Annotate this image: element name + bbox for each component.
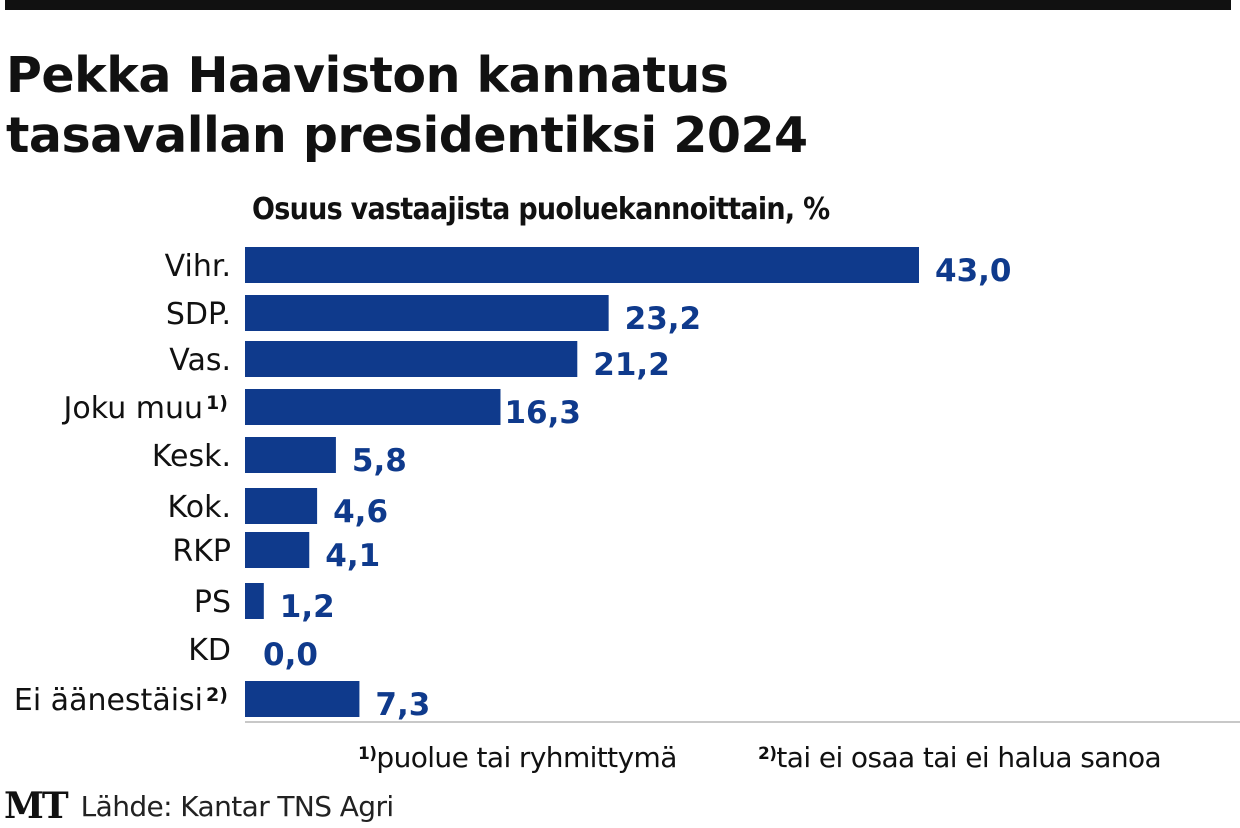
value-label-kok: 4,6 <box>333 494 388 530</box>
category-label-vas: Vas. <box>169 343 231 378</box>
category-label-kok: Kok. <box>168 490 231 525</box>
value-label-vihr: 43,0 <box>935 253 1012 289</box>
top-rule <box>5 0 1231 10</box>
footnote-1: 1)puolue tai ryhmittymä <box>358 736 677 776</box>
bars-group: Vihr. 43,0 SDP. 23,2 Vas. 21,2 Joku muu 1) 16,3 K… <box>14 247 1012 723</box>
bar-ps <box>245 583 264 619</box>
footnote-2-marker: 2) <box>758 744 777 764</box>
value-label-sdp: 23,2 <box>625 301 702 337</box>
bar-vihr <box>245 247 919 283</box>
category-label-ei-äänestäisi: Ei äänestäisi <box>14 683 203 718</box>
mt-logo: MT <box>4 785 69 827</box>
source-text: Lähde: Kantar TNS Agri <box>80 789 395 823</box>
bar-rkp <box>245 532 310 568</box>
footnote-1-text: puolue tai ryhmittymä <box>376 741 677 774</box>
value-label-ei-äänestäisi: 7,3 <box>375 687 430 723</box>
category-label-joku-muu: Joku muu <box>62 391 203 426</box>
category-label-kesk: Kesk. <box>152 439 231 474</box>
value-label-kesk: 5,8 <box>352 443 407 479</box>
value-label-ps: 1,2 <box>280 589 335 625</box>
footnote-2-text: tai ei osaa tai ei halua sanoa <box>776 741 1162 774</box>
title-line-1: Pekka Haaviston kannatus <box>6 47 729 104</box>
category-label-kd: KD <box>188 633 231 668</box>
value-label-rkp: 4,1 <box>325 538 380 574</box>
value-label-vas: 21,2 <box>593 347 670 383</box>
chart-title: Pekka Haaviston kannatus tasavallan pres… <box>6 46 808 166</box>
category-label-sdp: SDP. <box>166 297 231 332</box>
footnote-marker-ei-äänestäisi: 2) <box>206 684 228 706</box>
category-label-ps: PS <box>194 585 231 620</box>
footnote-1-marker: 1) <box>358 744 377 764</box>
bar-kok <box>245 488 318 524</box>
value-label-kd: 0,0 <box>263 637 318 673</box>
title-line-2: tasavallan presidentiksi 2024 <box>6 107 808 164</box>
bar-sdp <box>245 295 609 331</box>
bar-vas <box>245 341 578 377</box>
source-line: MT Lähde: Kantar TNS Agri <box>4 785 395 827</box>
bar-joku-muu <box>245 389 501 425</box>
value-label-joku-muu: 16,3 <box>504 395 581 431</box>
footnote-2: 2)tai ei osaa tai ei halua sanoa <box>758 736 1162 776</box>
category-label-vihr: Vihr. <box>165 249 231 284</box>
bar-kesk <box>245 437 336 473</box>
chart-subtitle: Osuus vastaajista puoluekannoittain, % <box>252 192 830 227</box>
footnote-marker-joku-muu: 1) <box>206 392 228 414</box>
bar-ei-äänestäisi <box>245 681 360 717</box>
category-label-rkp: RKP <box>172 534 231 569</box>
